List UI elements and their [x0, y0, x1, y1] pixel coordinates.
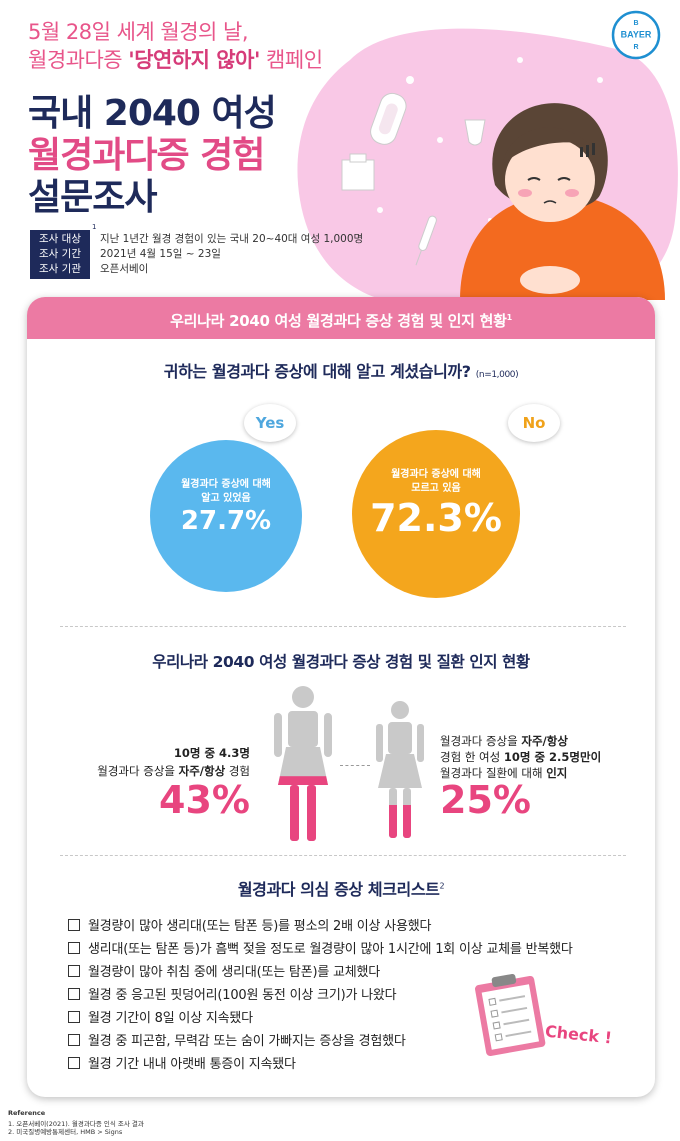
clipboard-icon: [475, 973, 546, 1057]
divider: [60, 855, 626, 856]
right-stat-line2: 경험 한 여성 10명 중 2.5명만이: [440, 750, 602, 764]
survey-value-target: 지난 1년간 월경 경험이 있는 국내 20~40대 여성 1,000명: [100, 233, 364, 245]
svg-text:B: B: [633, 20, 638, 27]
checklist-item: 월경량이 많아 생리대(또는 탐폰 등)를 평소의 2배 이상 사용했다: [68, 915, 431, 934]
checkbox[interactable]: [68, 1011, 80, 1023]
sanitary-pad-icon: [370, 92, 407, 145]
checklist-item: 월경량이 많아 취침 중에 생리대(또는 탐폰)를 교체했다: [68, 961, 380, 980]
right-stat-line1: 월경과다 증상을 자주/항상: [440, 734, 568, 748]
checklist-item: 월경 중 피곤함, 무력감 또는 숨이 가빠지는 증상을 경험했다: [68, 1030, 406, 1049]
left-stat-line2: 월경과다 증상을 자주/항상 경험: [97, 764, 250, 778]
checklist-item: 월경 중 응고된 핏덩어리(100원 동전 이상 크기)가 나왔다: [68, 984, 397, 1003]
checklist-item: 월경 기간 내내 아랫배 통증이 지속됐다: [68, 1053, 296, 1072]
divider: [60, 626, 626, 627]
checkbox[interactable]: [68, 1034, 80, 1046]
connector-line: [340, 765, 370, 766]
unaware-circle: 월경과다 증상에 대해 모르고 있음 72.3%: [352, 430, 520, 598]
survey-value-agency: 오픈서베이: [100, 263, 149, 275]
reference-item-1: 1. 오픈서베이(2021). 월경과다증 인식 조사 결과: [8, 1120, 144, 1128]
left-stat-line1: 10명 중 4.3명: [173, 746, 250, 760]
menstrual-cup-icon: [464, 119, 486, 146]
subtitle-line1: 5월 28일 세계 월경의 날,: [28, 20, 249, 44]
title-line1: 국내 2040 여성: [28, 93, 277, 134]
aware-circle: 월경과다 증상에 대해 알고 있었음 27.7%: [150, 440, 302, 592]
title-line2: 월경과다증 경험: [28, 135, 265, 176]
woman-figure-left-icon: [274, 686, 332, 841]
woman-figure-right-icon: [376, 701, 424, 838]
checklist-item: 월경 기간이 8일 이상 지속됐다: [68, 1007, 253, 1026]
aware-desc-line1: 월경과다 증상에 대해: [181, 479, 271, 490]
section-banner: 우리나라 2040 여성 월경과다 증상 경험 및 인지 현황1: [27, 297, 655, 339]
unaware-desc-line1: 월경과다 증상에 대해: [391, 469, 481, 480]
tampon-icon: [415, 215, 437, 266]
title-line3: 설문조사: [28, 177, 157, 218]
subtitle-line2: 월경과다증 '당연하지 않아' 캠페인: [28, 48, 323, 72]
checkbox[interactable]: [68, 919, 80, 931]
survey-label-agency: 조사 기관: [39, 263, 81, 275]
checkbox[interactable]: [68, 965, 80, 977]
survey-footnote-mark: 1: [92, 223, 97, 231]
survey-label-target: 조사 대상: [39, 233, 81, 245]
reference-item-2: 2. 미국질병예방통제센터, HMB > Signs: [8, 1128, 123, 1136]
box-icon: [341, 153, 375, 191]
checkbox[interactable]: [68, 1057, 80, 1069]
experience-title: 우리나라 2040 여성 월경과다 증상 경험 및 질환 인지 현황: [152, 653, 530, 671]
sample-size: (n=1,000): [475, 370, 519, 380]
right-percent: 25%: [440, 778, 531, 822]
survey-value-period: 2021년 4월 15일 ~ 23일: [100, 248, 221, 260]
reference-heading: Reference: [8, 1109, 46, 1117]
yes-bubble: Yes: [244, 404, 296, 442]
bayer-logo: B BAYER R: [611, 10, 661, 60]
left-percent: 43%: [159, 778, 250, 822]
unaware-desc-line2: 모르고 있음: [411, 483, 461, 494]
aware-desc-line2: 알고 있었음: [201, 493, 251, 504]
right-stat-line3: 월경과다 질환에 대해 인지: [440, 766, 568, 780]
svg-text:BAYER: BAYER: [621, 30, 652, 40]
checkbox[interactable]: [68, 942, 80, 954]
campaign-name: '당연하지 않아': [128, 48, 260, 72]
checkbox[interactable]: [68, 988, 80, 1000]
survey-info-values: 지난 1년간 월경 경험이 있는 국내 20~40대 여성 1,000명 202…: [100, 230, 363, 279]
survey-info-labels: 조사 대상 조사 기간 조사 기관: [30, 230, 90, 279]
svg-text:R: R: [633, 44, 638, 51]
unaware-percent: 72.3%: [370, 496, 502, 540]
no-bubble: No: [508, 404, 560, 442]
survey-label-period: 조사 기간: [39, 248, 81, 260]
woman-illustration: [460, 103, 665, 300]
aware-percent: 27.7%: [180, 506, 272, 536]
awareness-question: 귀하는 월경과다 증상에 대해 알고 계셨습니까? (n=1,000): [163, 362, 519, 381]
checklist-item: 생리대(또는 탐폰 등)가 흠뻑 젖을 정도로 월경량이 많아 1시간에 1회 …: [68, 938, 573, 957]
checklist-title: 월경과다 의심 증상 체크리스트2: [237, 880, 445, 899]
